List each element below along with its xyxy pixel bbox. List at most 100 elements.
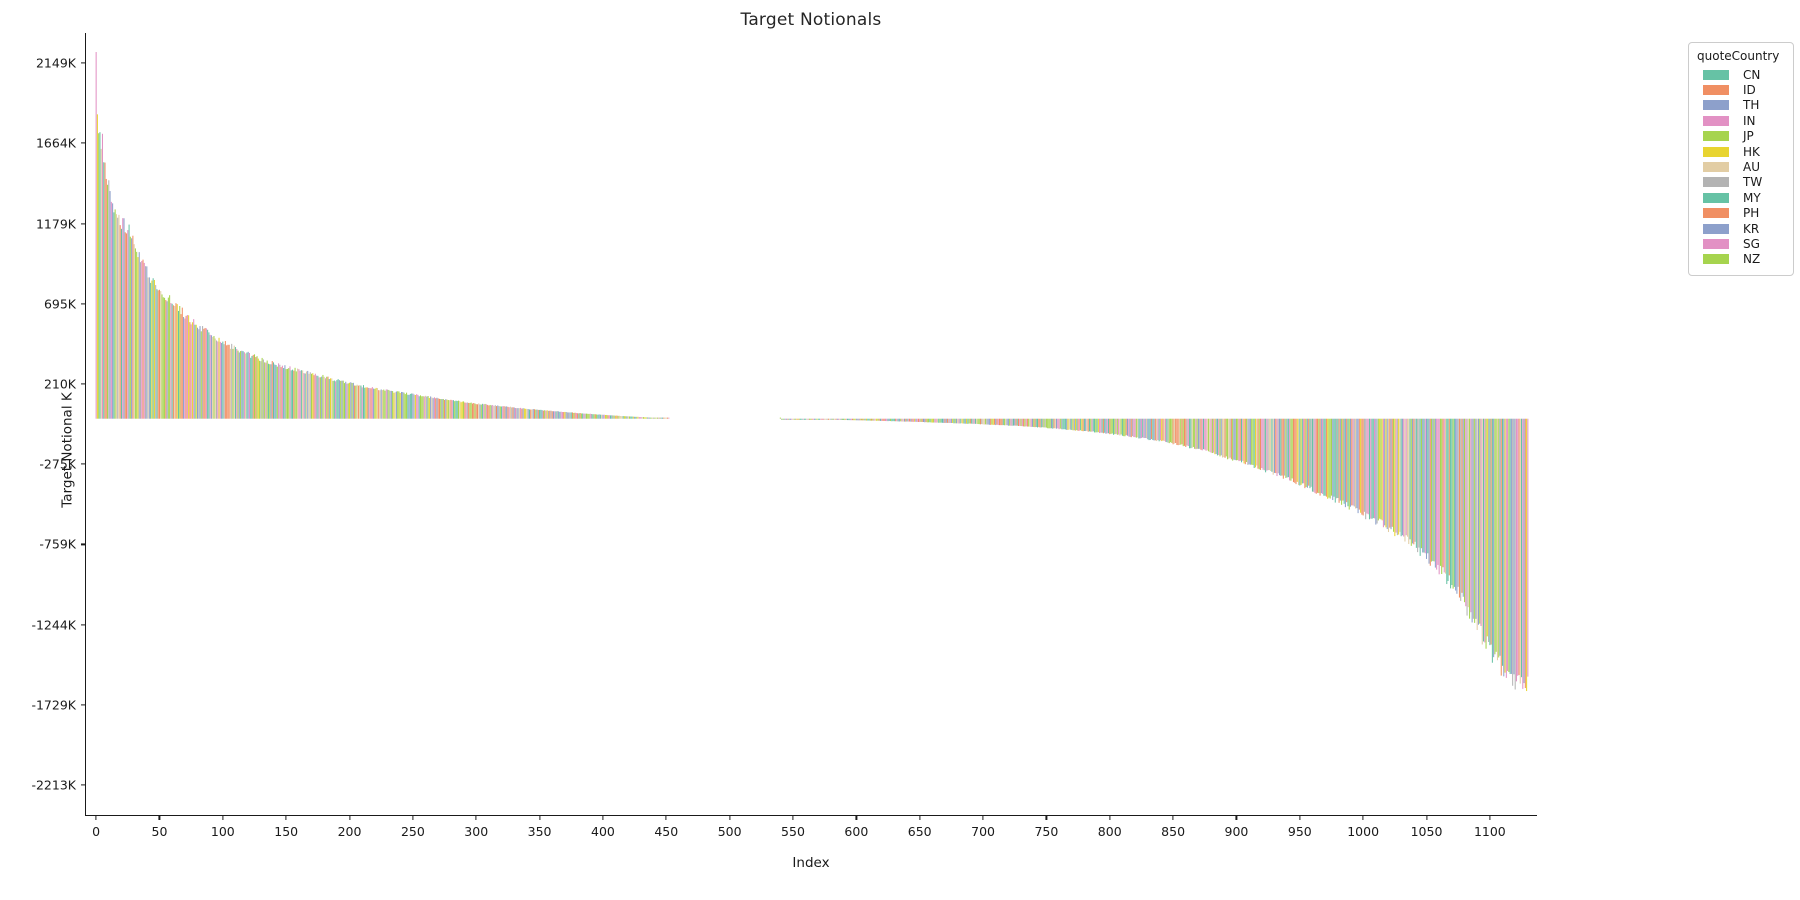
legend-item-my[interactable]: MY <box>1697 190 1785 205</box>
y-axis-label: Target Notional K <box>59 392 76 508</box>
legend-swatch-icon <box>1703 115 1729 126</box>
legend-item-id[interactable]: ID <box>1697 82 1785 97</box>
legend-item-label: HK <box>1743 144 1760 159</box>
x-tick-mark <box>1362 815 1364 820</box>
x-tick-mark <box>1489 815 1491 820</box>
plot-area: 2149K 1664K 1179K 695K 210K -275K -759K -1244K -… <box>31 33 1537 839</box>
y-tick-label: -1729K <box>31 697 76 713</box>
x-tick-label: 350 <box>527 824 552 839</box>
x-tick-mark <box>1109 815 1111 820</box>
y-tick-mark <box>81 303 86 305</box>
y-tick-label: -1244K <box>31 617 76 633</box>
y-tick-label: 2149K <box>35 55 76 71</box>
y-tick-mark <box>81 624 86 626</box>
y-tick-mark <box>81 784 86 786</box>
legend-swatch-icon <box>1703 254 1729 265</box>
y-tick-mark <box>81 62 86 64</box>
x-tick-label: 550 <box>781 824 805 839</box>
x-tick-mark <box>285 815 287 820</box>
x-tick-label: 100 <box>210 824 235 839</box>
x-tick-label: 400 <box>591 824 615 839</box>
legend-item-label: IN <box>1743 113 1756 128</box>
legend-swatch-icon <box>1703 238 1729 249</box>
y-tick-label: -2213K <box>31 777 76 793</box>
x-tick-mark <box>1425 815 1428 820</box>
legend-item-nz[interactable]: NZ <box>1697 252 1785 267</box>
x-tick-label: 700 <box>971 824 995 839</box>
y-tick-mark <box>81 704 86 706</box>
bars-group <box>95 52 1529 692</box>
legend-item-au[interactable]: AU <box>1697 159 1785 174</box>
x-tick-label: 600 <box>844 824 869 839</box>
x-tick-label: 1000 <box>1347 824 1380 839</box>
x-tick-label: 650 <box>907 824 932 839</box>
y-tick-label: -275K <box>39 456 76 472</box>
x-tick-mark <box>855 815 857 820</box>
legend-item-kr[interactable]: KR <box>1697 221 1785 236</box>
x-tick-mark <box>158 815 161 820</box>
x-tick-label: 500 <box>717 824 742 839</box>
x-tick-mark <box>982 815 984 820</box>
legend-item-label: TW <box>1743 175 1763 190</box>
x-tick-mark <box>348 815 351 820</box>
x-tick-mark <box>602 815 604 820</box>
x-tick-label: 750 <box>1034 824 1059 839</box>
legend-item-jp[interactable]: JP <box>1697 129 1785 144</box>
legend-item-label: NZ <box>1743 252 1761 267</box>
x-tick-mark <box>95 815 97 820</box>
legend-item-label: ID <box>1743 83 1756 98</box>
plot-inner <box>86 33 1537 815</box>
y-tick-label: 1664K <box>35 135 76 151</box>
y-tick-mark <box>81 543 86 545</box>
legend-item-ph[interactable]: PH <box>1697 206 1785 221</box>
legend-item-label: JP <box>1743 129 1754 144</box>
chart-title: Target Notionals <box>740 10 882 30</box>
legend-item-cn[interactable]: CN <box>1697 67 1785 82</box>
y-tick-mark <box>81 222 86 225</box>
legend-title: quoteCountry <box>1697 49 1780 63</box>
x-tick-label: 0 <box>92 824 101 839</box>
x-tick-label: 450 <box>654 824 679 839</box>
x-tick-label: 850 <box>1161 824 1186 839</box>
legend-swatch-icon <box>1703 85 1729 96</box>
legend-item-label: CN <box>1743 67 1761 82</box>
x-tick-mark <box>538 815 541 820</box>
x-tick-mark <box>792 815 794 820</box>
legend-swatch-icon <box>1703 208 1729 219</box>
y-tick-mark <box>81 463 86 465</box>
legend-item-label: AU <box>1743 160 1760 175</box>
x-tick-label: 50 <box>151 824 168 839</box>
legend-item-label: MY <box>1743 190 1761 205</box>
legend: quoteCountry CN ID TH IN JP HK AU TW MY PH KR SG NZ <box>1688 42 1794 277</box>
y-tick-mark <box>81 142 86 144</box>
x-tick-label: 250 <box>400 824 425 839</box>
x-tick-mark <box>665 815 667 820</box>
x-tick-label: 200 <box>337 824 362 839</box>
legend-rows: CN ID TH IN JP HK AU TW MY PH KR SG NZ <box>1697 67 1785 267</box>
y-tick-label: -759K <box>39 536 76 552</box>
legend-swatch-icon <box>1703 177 1729 188</box>
x-tick-mark <box>1172 815 1174 820</box>
x-tick-label: 800 <box>1097 824 1122 839</box>
x-tick-label: 1100 <box>1473 824 1506 839</box>
x-tick-label: 150 <box>274 824 299 839</box>
legend-item-label: KR <box>1743 221 1760 236</box>
legend-item-sg[interactable]: SG <box>1697 236 1785 251</box>
x-tick-label: 1050 <box>1410 824 1443 839</box>
legend-swatch-icon <box>1703 192 1729 203</box>
x-tick-mark <box>1235 815 1238 820</box>
x-tick-mark <box>1045 815 1047 820</box>
y-tick-mark <box>81 383 86 385</box>
legend-item-label: PH <box>1743 206 1760 221</box>
x-tick-label: 900 <box>1224 824 1249 839</box>
legend-item-hk[interactable]: HK <box>1697 144 1785 159</box>
y-tick-label: 210K <box>43 376 76 392</box>
legend-swatch-icon <box>1703 100 1729 111</box>
legend-swatch-icon <box>1703 146 1729 157</box>
y-tick-label: 695K <box>43 296 76 312</box>
legend-item-th[interactable]: TH <box>1697 98 1785 113</box>
legend-swatch-icon <box>1703 131 1729 142</box>
legend-item-in[interactable]: IN <box>1697 113 1785 128</box>
legend-item-tw[interactable]: TW <box>1697 175 1785 190</box>
